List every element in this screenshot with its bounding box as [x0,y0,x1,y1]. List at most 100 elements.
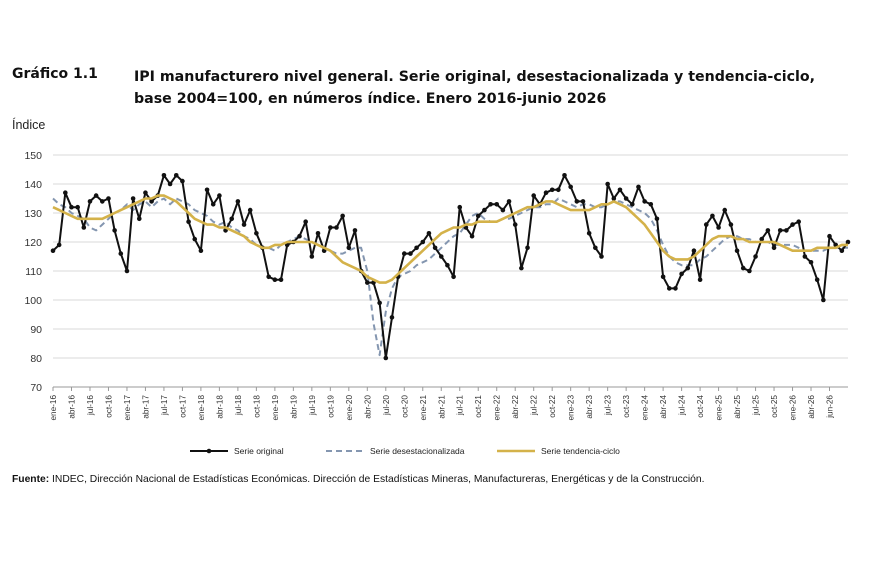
series-original-point [593,245,598,251]
x-tick-label: oct-20 [400,395,409,418]
x-tick-label: ene-25 [715,395,724,421]
series-original-point [611,196,617,201]
y-tick-label: 140 [24,179,42,191]
series-original-point [352,228,358,233]
series-original-point [703,222,709,227]
x-tick-label: ene-17 [123,395,132,421]
series-original-point [192,236,198,242]
series-original-point [229,216,235,222]
x-tick-label: jul-18 [234,395,243,416]
series-original-point [796,219,801,224]
x-tick-label: ene-21 [419,395,428,421]
series-original-point [666,286,672,291]
series-original-point [728,222,734,227]
series-tendencia-line [52,194,848,284]
series-original-point [81,225,87,230]
x-tick-label: ene-18 [197,395,206,421]
series-original-point [309,254,315,259]
series-original-point [69,204,74,210]
series-original-point [173,173,179,178]
series-original-point [759,236,765,242]
series-original-point [586,231,592,236]
x-tick-label: abr-24 [659,395,668,419]
x-tick-label: abr-16 [67,395,76,419]
series-original-point [753,254,758,259]
series-original-point [784,228,789,233]
legend-label: Serie original [234,446,284,456]
series-original-point [383,355,389,361]
x-tick-label: ene-26 [789,395,798,421]
series-original-point [136,216,142,222]
series-original-point [377,300,382,306]
series-original-point [451,274,456,280]
x-tick-label: oct-16 [104,395,113,418]
series-original-point [445,262,450,268]
series-original-point [475,213,481,219]
series-original-point [93,193,99,198]
legend-marker [206,448,212,454]
series-original-point [839,248,845,253]
series-original-point [124,268,130,274]
series-original-point [334,225,339,230]
series-original-point [580,199,586,204]
series-original-point [315,231,321,236]
series-original-point [543,190,549,195]
x-tick-label: ene-23 [567,395,576,421]
series-original-point [118,251,124,256]
legend: Serie original Serie desestacionalizada Se… [190,446,620,456]
x-tick-label: jun-26 [826,395,835,419]
x-tick-label: abr-22 [511,395,520,419]
series-original-point [617,187,623,193]
series-original-point [210,202,216,207]
y-tick-label: 110 [25,266,42,278]
chart-title: IPI manufacturero nivel general. Serie o… [134,69,815,107]
y-tick-label: 80 [30,353,42,365]
series-original-point [747,268,752,274]
x-tick-label: oct-17 [178,395,187,418]
x-tick-label: abr-19 [289,395,298,419]
series-original-point [599,254,604,259]
x-tick-label: oct-22 [548,395,557,418]
x-tick-label: oct-23 [622,395,631,418]
series-original-point [777,228,783,233]
x-tick-label: jul-20 [382,395,391,416]
series-original-point [697,277,703,283]
x-tick-label: abr-21 [437,395,446,419]
series-original-point [254,231,259,236]
series-original-point [340,213,345,219]
series-group [50,173,851,361]
series-original-point [87,199,93,204]
series-original-point [328,225,333,230]
series-original-point [771,245,777,251]
x-tick-label: abr-17 [141,395,150,419]
x-tick-label: jul-25 [752,395,761,416]
series-original-point [525,245,530,251]
series-original-point [426,231,432,236]
x-tick-label: abr-26 [807,395,816,419]
series-original-point [247,207,253,213]
series-original-point [272,277,278,283]
series-original-point [469,233,475,239]
x-tick-label: abr-25 [733,395,742,419]
series-original-point [630,202,635,207]
series-original-point [414,245,419,251]
y-tick-label: 150 [24,150,42,162]
series-original-point [623,196,629,201]
y-ticks: 70 80 90 100 110 120 130 140 150 [24,150,42,394]
x-tick-label: oct-21 [474,395,483,418]
series-original-point [562,173,567,178]
series-original-point [549,187,555,193]
x-tick-label: ene-24 [641,395,650,421]
series-original-point [266,274,271,280]
series-original-point [685,265,691,271]
x-tick-label: jul-24 [678,395,687,416]
series-original-point [50,248,56,253]
series-original-point [654,216,660,222]
series-original-point [734,248,740,253]
line-chart: Índice 70 80 90 100 110 120 130 140 150 ene-16 ab… [12,117,851,456]
y-tick-label: 70 [30,382,42,394]
series-original-point [420,239,426,245]
series-original-point [297,233,302,239]
series-original-point [56,242,62,248]
x-tick-label: abr-20 [363,395,372,419]
